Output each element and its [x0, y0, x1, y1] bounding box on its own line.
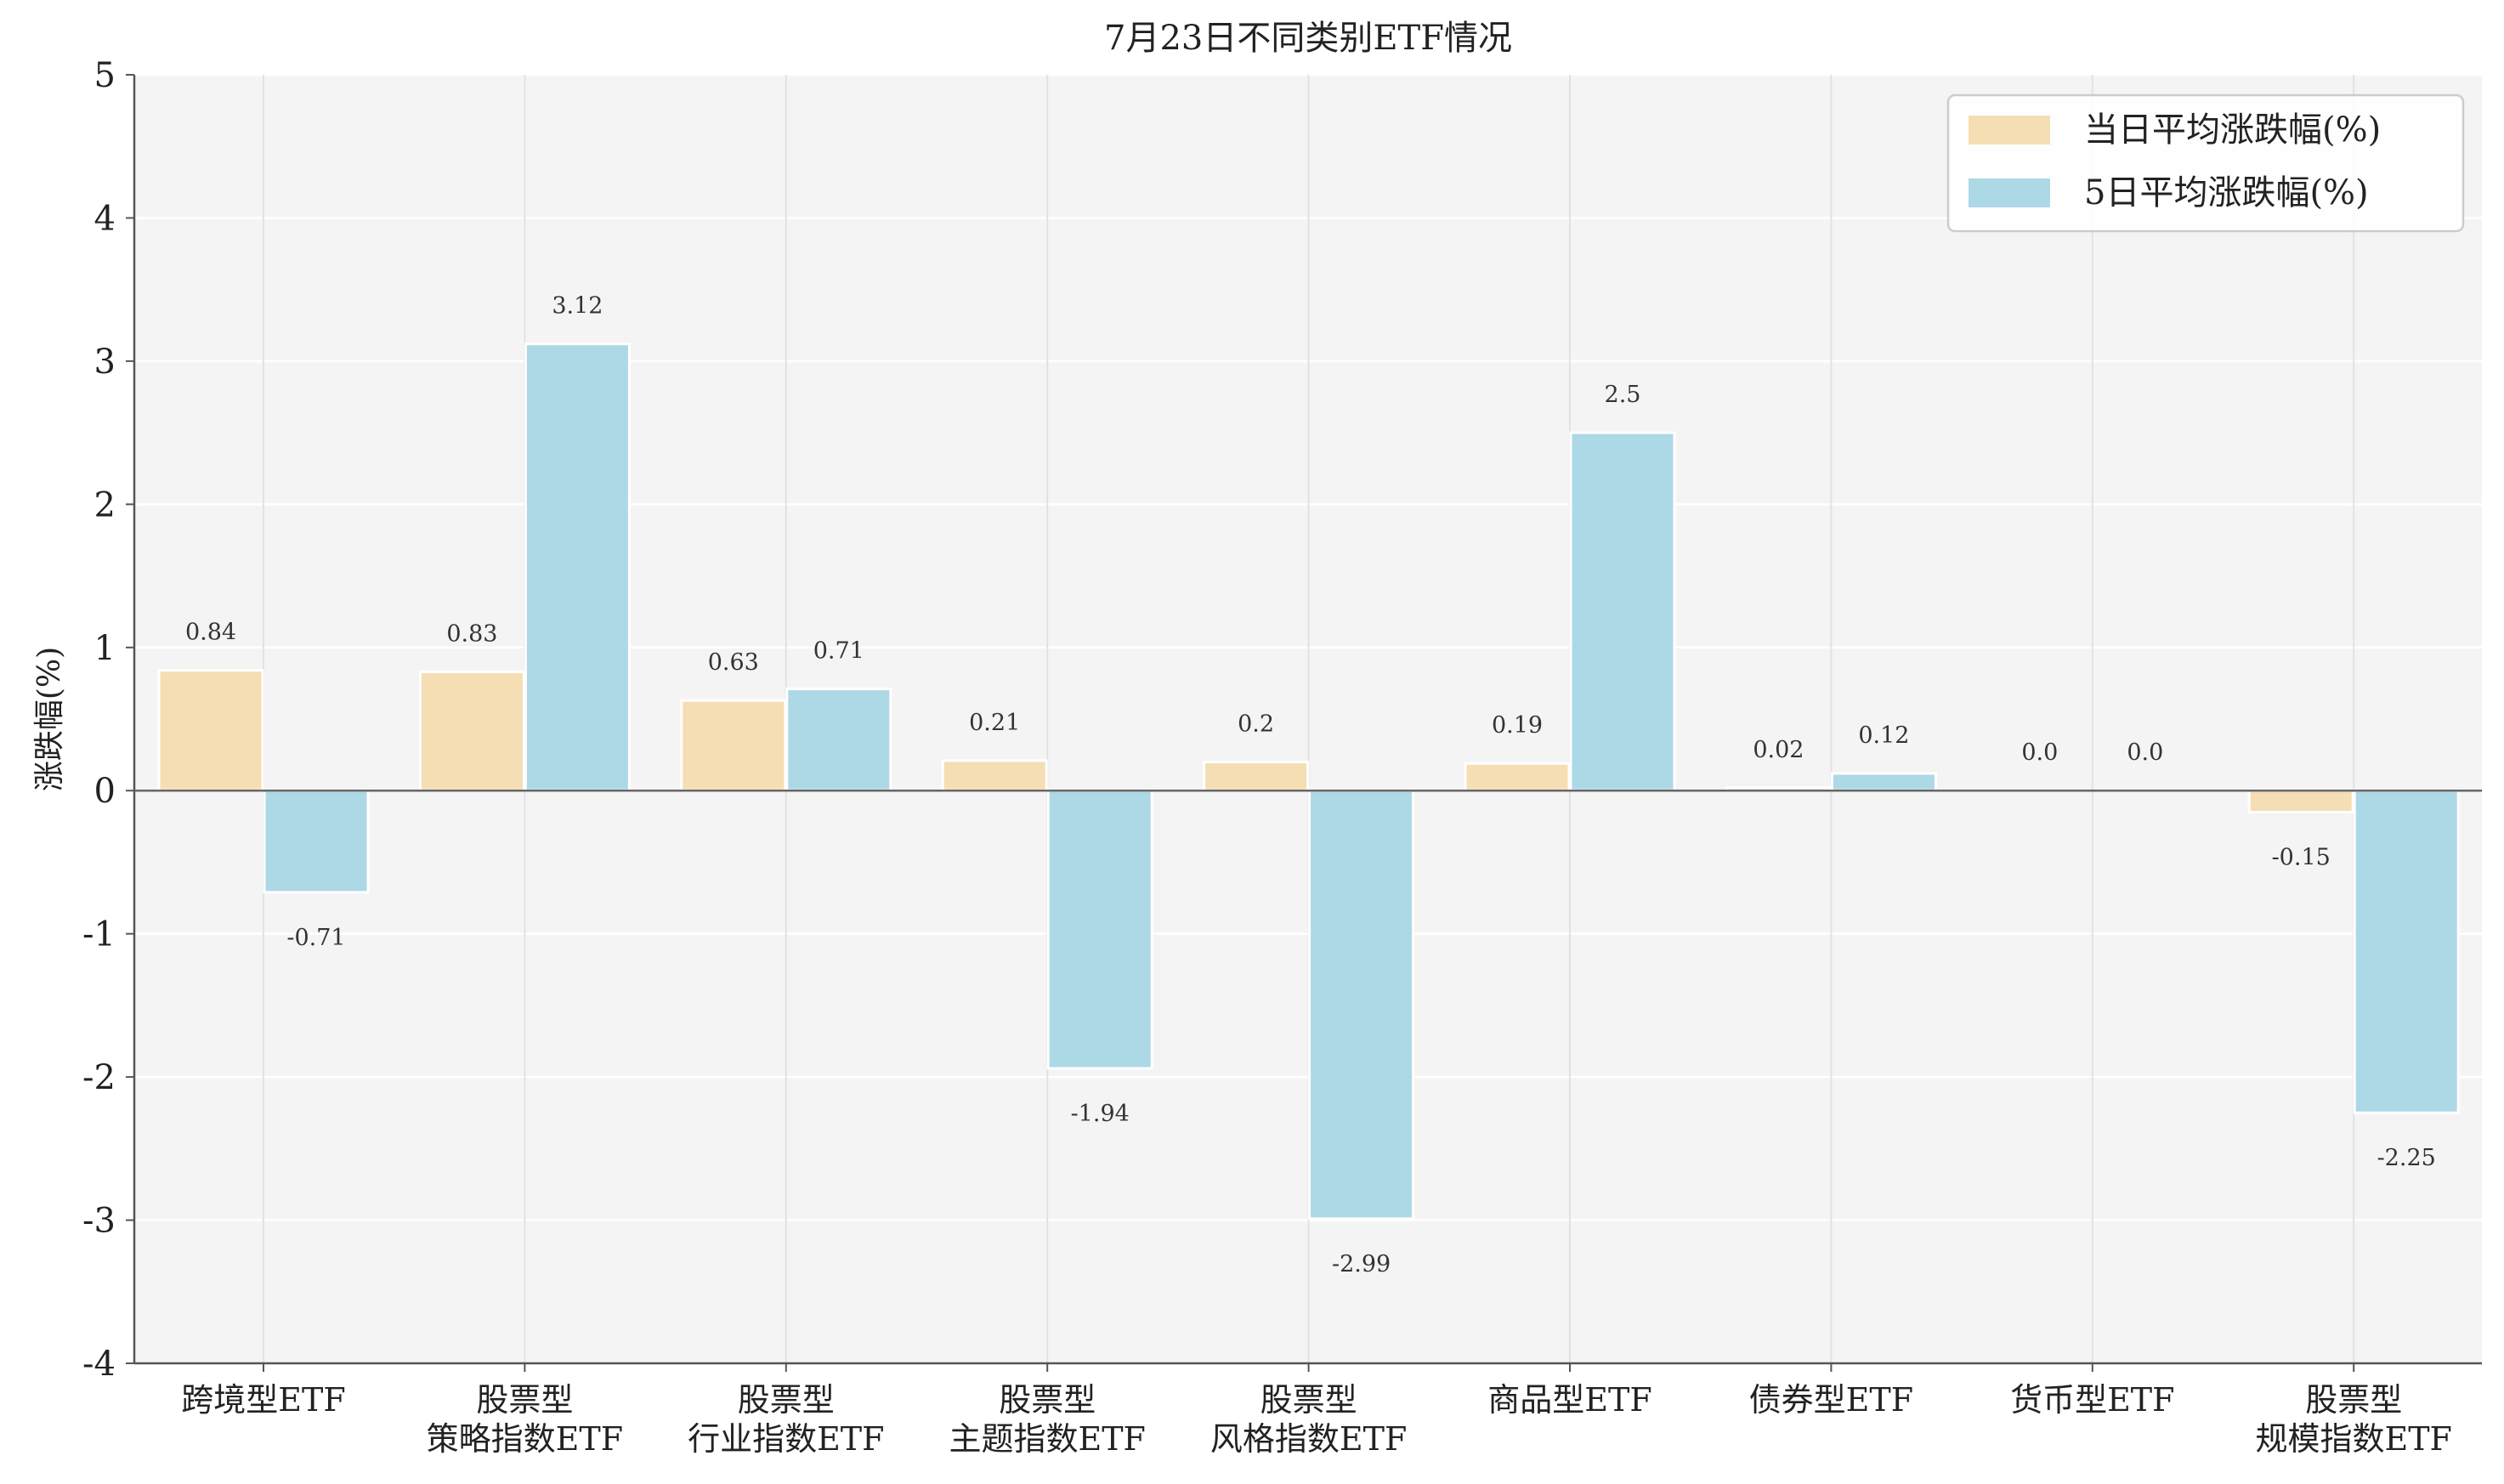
data-labels: 0.84 0.83 0.63 0.21 0.2 0.19 0.02 0.0 -0.15 -0.71…	[185, 293, 2436, 1277]
y-axis-label: 涨跌幅(%)	[32, 647, 67, 791]
data-label: -2.25	[2377, 1145, 2436, 1171]
chart-title: 7月23日不同类别ETF情况	[1104, 19, 1512, 58]
legend-swatch	[1969, 116, 2050, 144]
x-tick-label: 股票型	[476, 1381, 573, 1419]
data-label: 0.21	[969, 710, 1020, 736]
y-tick-label: -1	[82, 915, 116, 954]
bar-five-day-2	[785, 688, 892, 792]
y-tick-label: 3	[94, 343, 116, 382]
y-tick-labels: -4 -3 -2 -1 0 1 2 3 4 5	[82, 56, 116, 1384]
bars	[157, 343, 2460, 1221]
bar-daily-2	[680, 699, 787, 792]
data-label: -0.71	[286, 925, 345, 951]
bar-five-day-4	[1308, 789, 1415, 1221]
data-label: -1.94	[1071, 1101, 1130, 1127]
bar-five-day-6	[1830, 772, 1937, 792]
axes	[126, 74, 2482, 1372]
y-tick-label: 4	[94, 199, 116, 238]
bar-daily-4	[1203, 761, 1310, 792]
y-tick-label: -4	[82, 1345, 116, 1384]
data-label: 2.5	[1605, 382, 1641, 408]
x-tick-label: 规模指数ETF	[2255, 1420, 2451, 1458]
bar-daily-1	[418, 670, 525, 792]
legend-swatch	[1969, 178, 2050, 207]
bar-five-day-5	[1569, 431, 1676, 792]
data-label: 0.0	[2127, 739, 2163, 766]
data-label: 0.02	[1753, 737, 1804, 763]
bar-daily-3	[941, 759, 1048, 792]
legend-label: 当日平均涨跌幅(%)	[2084, 110, 2381, 150]
x-tick-labels: 跨境型ETF 股票型策略指数ETF股票型行业指数ETF股票型主题指数ETF股票型风…	[181, 1381, 2452, 1458]
x-tick-label: 股票型	[738, 1381, 835, 1419]
data-label: 0.83	[446, 620, 497, 647]
bar-five-day-3	[1046, 789, 1153, 1070]
legend-box	[1946, 93, 2465, 233]
data-label: 0.2	[1238, 711, 1274, 738]
x-tick-label: 策略指数ETF	[427, 1420, 623, 1458]
y-tick-label: -3	[82, 1202, 116, 1241]
x-tick-label: 商品型ETF	[1487, 1381, 1651, 1419]
data-label: 0.71	[813, 638, 864, 665]
legend-label: 5日平均涨跌幅(%)	[2084, 173, 2369, 212]
x-tick-label: 行业指数ETF	[688, 1420, 884, 1458]
bar-daily-0	[157, 669, 264, 792]
bar-daily-8	[2247, 789, 2354, 813]
y-tick-label: 1	[94, 629, 116, 668]
data-label: -0.15	[2272, 844, 2331, 870]
x-tick-label: 股票型	[999, 1381, 1096, 1419]
bar-five-day-0	[263, 789, 370, 894]
y-tick-label: 5	[94, 56, 116, 95]
data-label: 3.12	[552, 293, 603, 320]
x-tick-label: 跨境型ETF	[181, 1381, 345, 1419]
x-tick-label: 股票型	[1260, 1381, 1357, 1419]
data-label: 0.19	[1492, 712, 1543, 739]
y-tick-label: 0	[94, 772, 116, 811]
y-tick-label: 2	[94, 485, 116, 524]
x-tick-label: 主题指数ETF	[949, 1420, 1145, 1458]
data-label: 0.84	[185, 620, 236, 646]
x-tick-label: 风格指数ETF	[1210, 1420, 1407, 1458]
x-tick-label: 债券型ETF	[1749, 1381, 1913, 1419]
bar-five-day-1	[524, 343, 631, 792]
y-tick-label: -2	[82, 1058, 116, 1097]
x-tick-label: 货币型ETF	[2010, 1381, 2174, 1419]
data-label: 0.63	[708, 649, 759, 676]
bar-five-day-8	[2353, 789, 2460, 1114]
legend: 当日平均涨跌幅(%) 5日平均涨跌幅(%)	[1946, 93, 2465, 233]
data-label: -2.99	[1332, 1251, 1391, 1277]
data-label: 0.12	[1858, 722, 1909, 749]
x-tick-label: 股票型	[2305, 1381, 2402, 1419]
bar-daily-5	[1464, 762, 1571, 792]
data-label: 0.0	[2021, 739, 2058, 766]
